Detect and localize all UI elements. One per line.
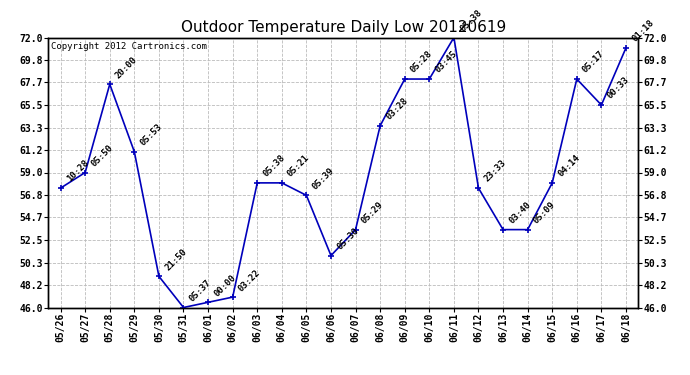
- Text: 03:22: 03:22: [237, 268, 262, 293]
- Text: 04:14: 04:14: [556, 153, 582, 179]
- Text: 05:39: 05:39: [310, 166, 336, 191]
- Text: 05:29: 05:29: [359, 200, 385, 225]
- Title: Outdoor Temperature Daily Low 20120619: Outdoor Temperature Daily Low 20120619: [181, 20, 506, 35]
- Text: 05:09: 05:09: [532, 200, 557, 225]
- Text: 05:37: 05:37: [188, 278, 213, 303]
- Text: 05:38: 05:38: [458, 8, 484, 33]
- Text: 03:40: 03:40: [507, 200, 533, 225]
- Text: 05:17: 05:17: [581, 50, 607, 75]
- Text: 05:38: 05:38: [262, 153, 287, 179]
- Text: 10:28: 10:28: [65, 159, 90, 184]
- Text: 20:00: 20:00: [114, 55, 139, 80]
- Text: 03:28: 03:28: [384, 96, 410, 122]
- Text: 05:21: 05:21: [286, 153, 311, 179]
- Text: 05:50: 05:50: [89, 143, 115, 168]
- Text: 05:53: 05:53: [139, 122, 164, 148]
- Text: Copyright 2012 Cartronics.com: Copyright 2012 Cartronics.com: [51, 42, 207, 51]
- Text: 03:45: 03:45: [433, 50, 459, 75]
- Text: 05:30: 05:30: [335, 226, 360, 251]
- Text: 00:00: 00:00: [213, 273, 237, 298]
- Text: 21:50: 21:50: [163, 247, 188, 272]
- Text: 23:33: 23:33: [482, 159, 508, 184]
- Text: 01:18: 01:18: [630, 18, 656, 44]
- Text: 00:33: 00:33: [606, 75, 631, 101]
- Text: 05:28: 05:28: [409, 50, 434, 75]
